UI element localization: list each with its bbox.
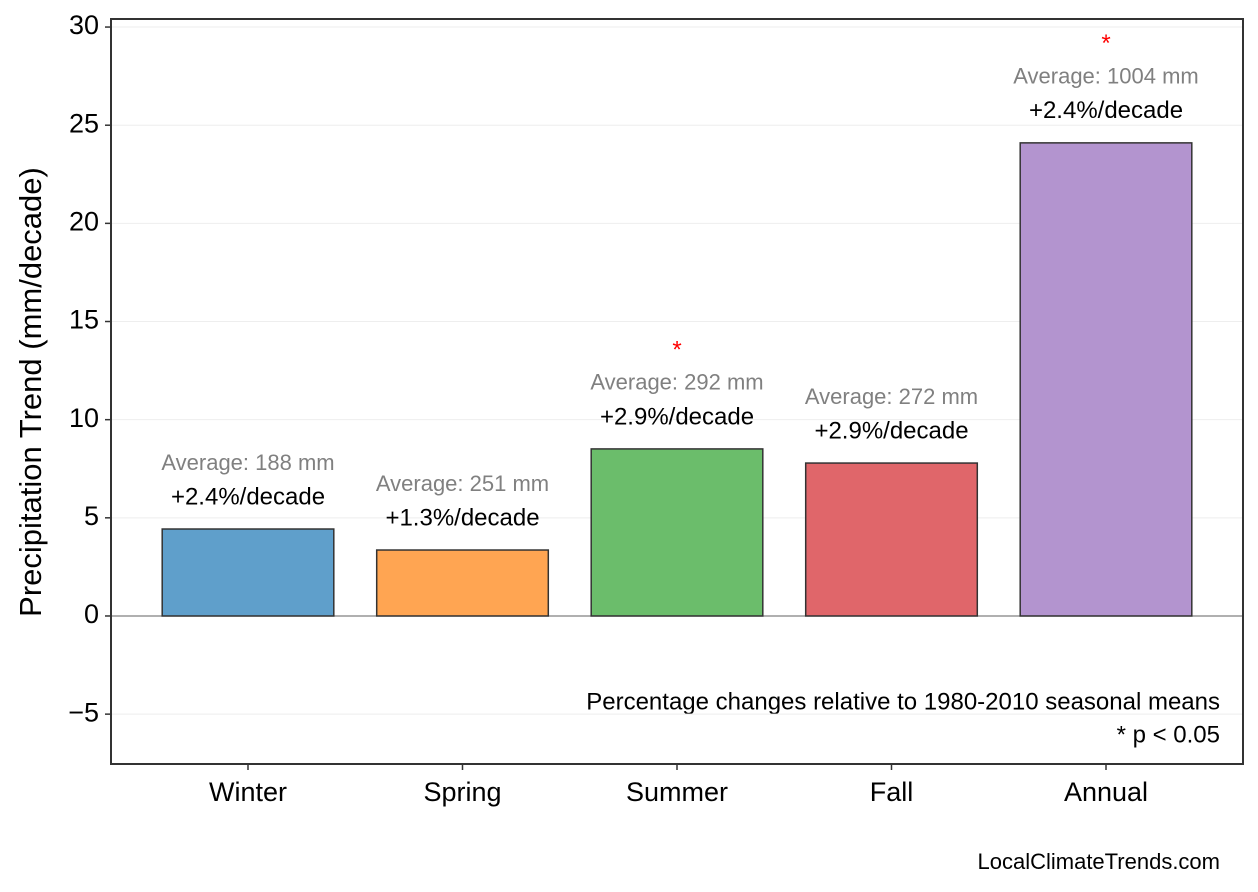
x-tick-label: Fall bbox=[870, 777, 914, 807]
y-tick-label: 5 bbox=[84, 501, 99, 531]
bar bbox=[1019, 142, 1193, 617]
bar bbox=[375, 549, 550, 617]
y-tick-label: 25 bbox=[69, 108, 99, 138]
average-label: Average: 292 mm bbox=[590, 370, 763, 395]
trend-label: +2.9%/decade bbox=[600, 403, 754, 430]
y-tick-label: 15 bbox=[69, 305, 99, 335]
trend-label: +1.3%/decade bbox=[385, 504, 539, 531]
x-tick-label: Annual bbox=[1064, 777, 1148, 807]
y-tick-label: −5 bbox=[68, 697, 99, 727]
y-tick-label: 20 bbox=[69, 206, 99, 236]
annotation: Percentage changes relative to 1980-2010… bbox=[586, 688, 1220, 715]
bar bbox=[161, 528, 335, 617]
bar bbox=[804, 462, 979, 617]
x-tick-label: Spring bbox=[423, 777, 501, 807]
significance-marker: * bbox=[1101, 30, 1110, 57]
y-tick-label: 10 bbox=[69, 403, 99, 433]
y-tick-label: 0 bbox=[84, 599, 99, 629]
average-label: Average: 1004 mm bbox=[1013, 64, 1198, 89]
source: LocalClimateTrends.com bbox=[978, 849, 1221, 874]
plot-frame bbox=[110, 18, 1244, 765]
average-label: Average: 251 mm bbox=[376, 471, 549, 496]
average-label: Average: 272 mm bbox=[805, 384, 978, 409]
trend-label: +2.4%/decade bbox=[171, 483, 325, 510]
x-tick-label: Summer bbox=[626, 777, 728, 807]
significance-marker: * bbox=[672, 336, 681, 363]
annotation: * p < 0.05 bbox=[1117, 721, 1220, 748]
average-label: Average: 188 mm bbox=[161, 450, 334, 475]
y-tick-label: 30 bbox=[69, 10, 99, 40]
trend-label: +2.9%/decade bbox=[814, 417, 968, 444]
y-axis-label: Precipitation Trend (mm/decade) bbox=[13, 167, 48, 617]
trend-label: +2.4%/decade bbox=[1029, 97, 1183, 124]
bar bbox=[590, 448, 764, 617]
x-tick-label: Winter bbox=[209, 777, 287, 807]
